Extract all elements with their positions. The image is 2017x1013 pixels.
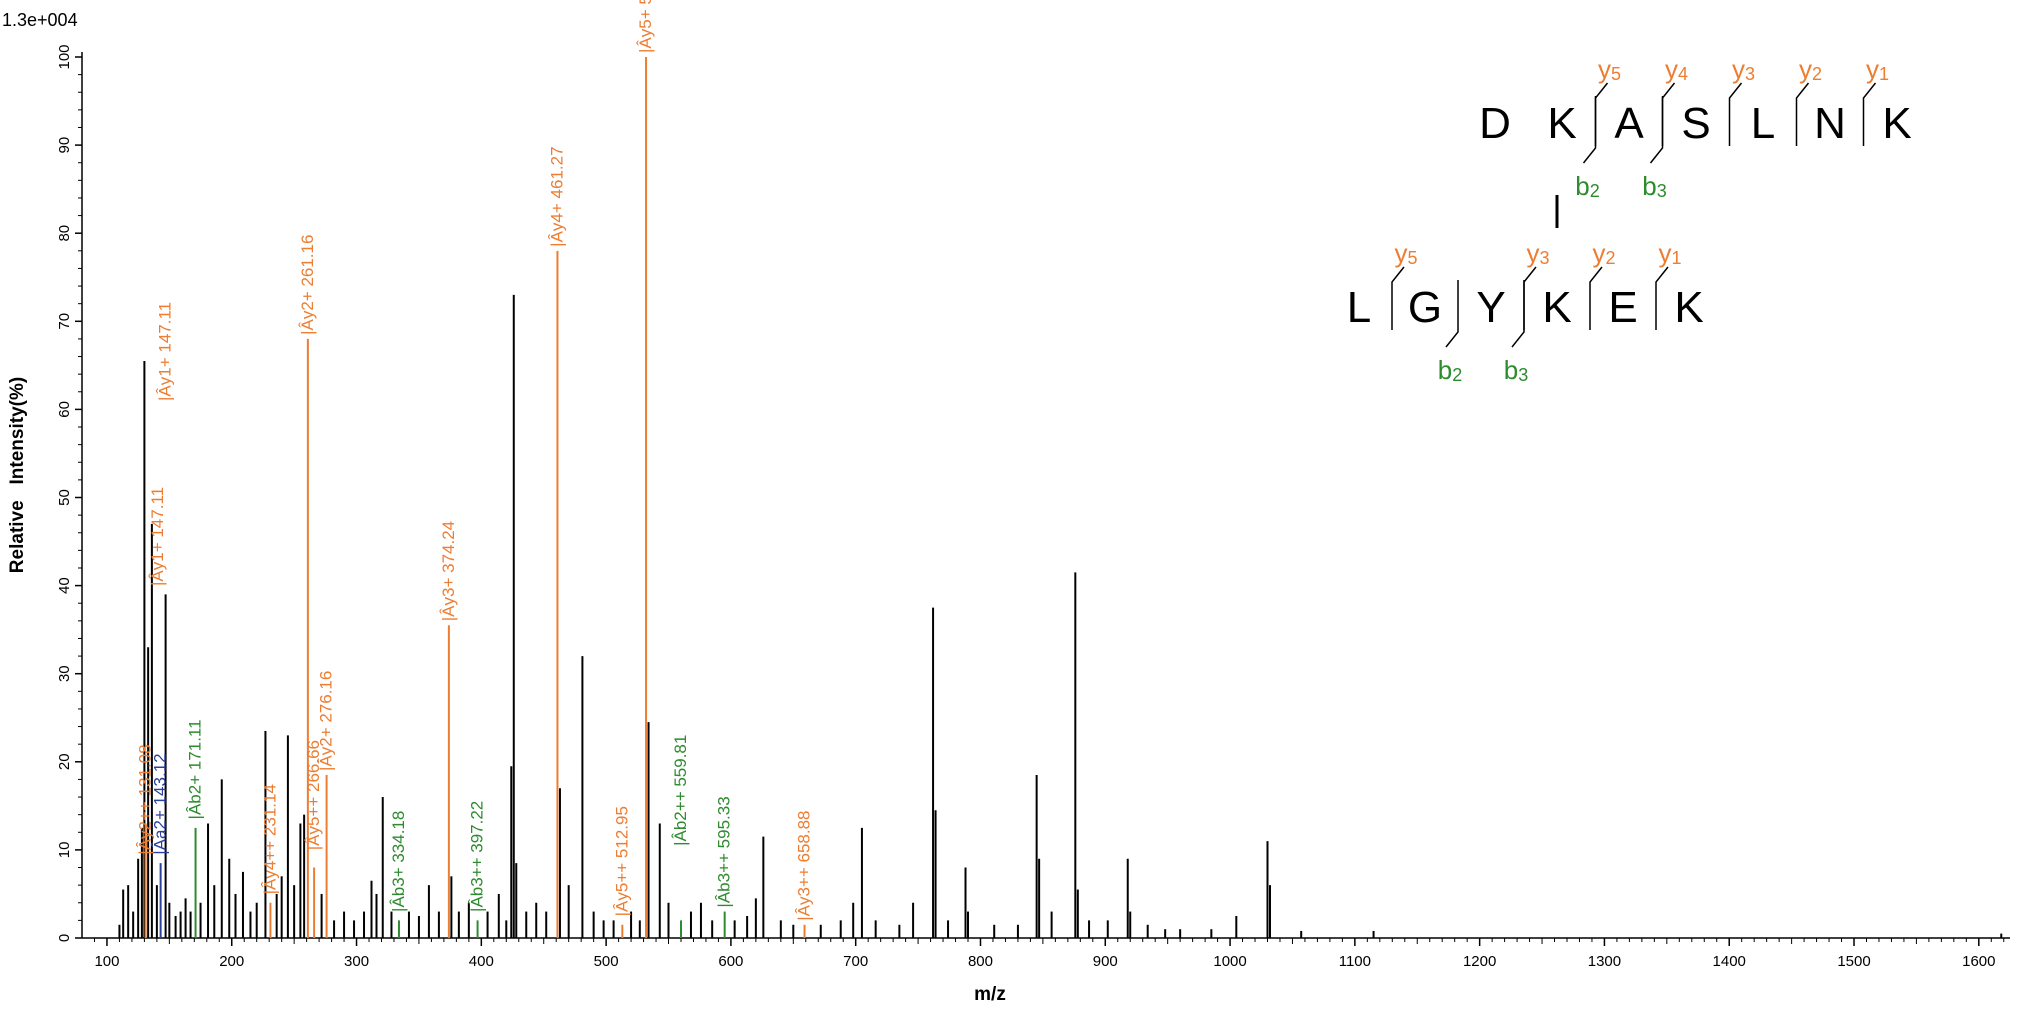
- y-ion-label: y4: [1665, 54, 1688, 84]
- peak-annotation: |Ây1+ 147.11: [148, 487, 167, 586]
- peak-annotation: |Ây3++ 658.88: [795, 810, 814, 920]
- y-ion-bracket: [1655, 266, 1669, 330]
- peak-annotation: |Ây1+ 147.11: [156, 302, 175, 401]
- y-tick-label: 70: [56, 313, 73, 330]
- residue-letter: L: [1347, 283, 1371, 332]
- x-tick-label: 1600: [1962, 953, 1995, 970]
- residue-letter: K: [1674, 283, 1703, 332]
- peak-annotation: |Ây5++ 266.66: [304, 740, 323, 850]
- y-ion-bracket: [1661, 82, 1676, 146]
- residue-letter: K: [1547, 99, 1576, 148]
- x-tick-label: 1100: [1339, 953, 1371, 970]
- y-tick-label: 50: [56, 489, 73, 506]
- x-tick-label: 900: [1093, 953, 1118, 970]
- residue-letter: E: [1608, 283, 1637, 332]
- x-tick-label: 1000: [1213, 953, 1246, 970]
- residue-letter: D: [1479, 99, 1511, 148]
- x-tick-label: 1200: [1463, 953, 1496, 970]
- y-tick-label: 60: [56, 401, 73, 418]
- y-tick-label: 10: [56, 842, 73, 859]
- y-ion-label: y5: [1394, 238, 1417, 268]
- residue-letter: N: [1814, 99, 1846, 148]
- y-ion-label: y2: [1799, 54, 1822, 84]
- y-ion-bracket: [1728, 82, 1743, 146]
- x-tick-label: 200: [219, 953, 244, 970]
- peak-annotation: |Âa2+ 143.12: [151, 753, 170, 854]
- residue-letter: A: [1614, 99, 1644, 148]
- peak-annotation: |Âb2+ 171.11: [186, 719, 205, 819]
- y-tick-label: 80: [56, 225, 73, 242]
- b-ion-bracket: [1445, 280, 1459, 348]
- residue-letter: L: [1751, 99, 1775, 148]
- peak-annotation: |Ây4++ 231.14: [260, 784, 279, 894]
- y-ion-bracket: [1862, 82, 1877, 146]
- peak-annotation: |Ây5+ 532.31: [636, 0, 655, 53]
- x-tick-label: 600: [718, 953, 743, 970]
- x-tick-label: 300: [344, 953, 369, 970]
- b-ion-bracket: [1649, 96, 1664, 164]
- peak-annotation: |Ây2++ 131.08: [136, 744, 155, 854]
- b-ion-label: b3: [1642, 171, 1666, 201]
- y-ion-bracket: [1795, 82, 1810, 146]
- residue-letter: K: [1542, 283, 1571, 332]
- y-tick-label: 40: [56, 577, 73, 594]
- y-ion-label: y1: [1658, 238, 1681, 268]
- peak-annotation: |Ây2+ 276.16: [317, 671, 336, 771]
- b-ion-label: b3: [1504, 355, 1528, 385]
- peak-annotation: |Ây3+ 374.24: [439, 521, 458, 621]
- y-tick-label: 100: [56, 44, 73, 69]
- peak-annotation: |Âb3++ 397.22: [468, 801, 487, 912]
- x-tick-label: 700: [843, 953, 868, 970]
- peak-annotations: |Ây5+ 532.31 |Ây4+ 461.27 |Ây2+ 261.16 |Ây1…: [136, 0, 814, 921]
- x-tick-label: 500: [594, 953, 619, 970]
- y-ion-label: y3: [1526, 238, 1549, 268]
- y-axis-title: Relative Intensity(%): [7, 377, 28, 573]
- peak-annotation: |Âb3+ 334.18: [389, 811, 408, 912]
- x-tick-label: 100: [94, 953, 119, 970]
- y-ion-label: y3: [1732, 54, 1755, 84]
- y-ion-bracket: [1594, 82, 1609, 146]
- y-tick-label: 20: [56, 753, 73, 770]
- y-ion-bracket: [1391, 266, 1405, 330]
- residue-letter: G: [1408, 283, 1442, 332]
- peak-annotation: |Ây4+ 461.27: [547, 146, 566, 246]
- x-axis-title: m/z: [974, 984, 1006, 1005]
- y-ion-bracket: [1523, 266, 1537, 330]
- y-tick-label: 90: [56, 137, 73, 154]
- intensity-scale-label: 1.3e+004: [2, 10, 78, 30]
- y-ion-label: y1: [1866, 54, 1889, 84]
- b-ion-label: b2: [1438, 355, 1462, 385]
- x-tick-label: 1300: [1588, 953, 1621, 970]
- peak-annotation: |Âb3++ 595.33: [715, 796, 734, 907]
- b-ion-bracket: [1582, 96, 1597, 164]
- y-ion-label: y5: [1598, 54, 1621, 84]
- peak-annotation: |Âb2++ 559.81: [671, 735, 690, 846]
- peak-annotation: |Ây5++ 512.95: [612, 806, 631, 916]
- residue-letter: S: [1681, 99, 1710, 148]
- peak-series: [118, 57, 2003, 938]
- residue-letter: Y: [1476, 283, 1505, 332]
- residue-letter: K: [1882, 99, 1911, 148]
- y-tick-label: 30: [56, 665, 73, 682]
- y-ion-label: y2: [1592, 238, 1615, 268]
- x-tick-label: 800: [968, 953, 993, 970]
- x-tick-label: 1400: [1713, 953, 1746, 970]
- x-tick-label: 1500: [1837, 953, 1870, 970]
- b-ion-label: b2: [1575, 171, 1599, 201]
- b-ion-bracket: [1511, 280, 1525, 348]
- x-tick-label: 400: [469, 953, 494, 970]
- y-ion-bracket: [1589, 266, 1603, 330]
- peak-annotation: |Ây2+ 261.16: [298, 235, 317, 335]
- y-tick-label: 0: [56, 934, 73, 942]
- chart-axes: 0 10 20 30 40 50 60 70 80 90 100 100 200 300 400 500 600…: [56, 44, 2010, 970]
